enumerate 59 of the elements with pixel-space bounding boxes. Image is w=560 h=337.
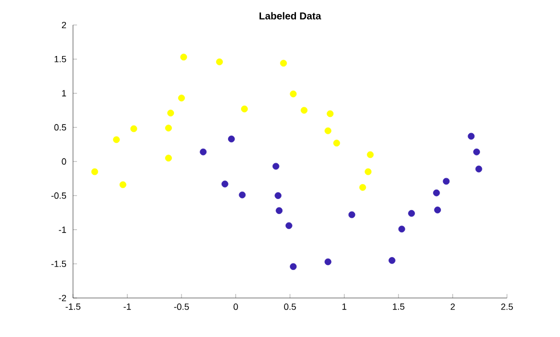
y-tick-label: 2 <box>62 22 66 28</box>
point <box>324 127 332 134</box>
point <box>468 132 475 140</box>
point <box>300 106 308 114</box>
x-tick-label: 2 <box>450 304 455 310</box>
x-tick-label: 1 <box>342 304 346 310</box>
point <box>326 110 334 118</box>
point <box>180 54 188 60</box>
point <box>241 106 248 112</box>
point <box>167 110 174 116</box>
y-tick-label: 0 <box>62 158 66 165</box>
point <box>348 211 356 218</box>
point <box>442 178 450 185</box>
point <box>228 136 235 142</box>
y-tick-label: -1 <box>58 226 66 233</box>
point <box>366 151 374 158</box>
x-tick-label: -1 <box>124 304 131 310</box>
x-tick-label: 0 <box>234 304 238 310</box>
point <box>433 189 440 196</box>
x-tick-label: -1.5 <box>66 304 80 310</box>
point <box>276 207 283 214</box>
point <box>324 258 332 266</box>
point <box>434 206 441 214</box>
point <box>130 125 138 132</box>
y-tick-label: 1.5 <box>54 56 66 62</box>
point <box>178 94 185 102</box>
x-tick-label: -0.5 <box>174 304 189 310</box>
point <box>290 263 297 270</box>
point <box>475 166 482 172</box>
point <box>222 180 228 188</box>
point <box>286 222 292 230</box>
x-tick-label: 2.5 <box>501 304 513 310</box>
point <box>91 168 98 176</box>
point <box>113 136 120 144</box>
y-tick-label: -0.5 <box>51 192 66 199</box>
point <box>238 192 246 198</box>
y-tick-label: 0.5 <box>54 124 66 131</box>
point <box>388 257 396 264</box>
point <box>216 58 223 66</box>
point <box>408 210 415 217</box>
point <box>333 140 340 146</box>
point <box>274 192 282 200</box>
point <box>280 60 287 67</box>
point <box>165 124 172 132</box>
point <box>473 148 480 156</box>
point <box>272 162 280 170</box>
y-tick-label: -2 <box>58 294 66 302</box>
point <box>359 184 366 191</box>
x-tick-label: 1.5 <box>392 304 404 310</box>
point <box>398 226 406 232</box>
x-tick-label: 0.5 <box>284 304 296 310</box>
point <box>120 181 126 188</box>
point <box>200 148 207 156</box>
point <box>290 90 297 98</box>
y-tick-label: -1.5 <box>51 260 66 268</box>
chart-title: Labeled Data <box>260 12 322 20</box>
point <box>165 154 172 162</box>
point <box>364 168 372 176</box>
y-tick-label: 1 <box>62 90 66 96</box>
